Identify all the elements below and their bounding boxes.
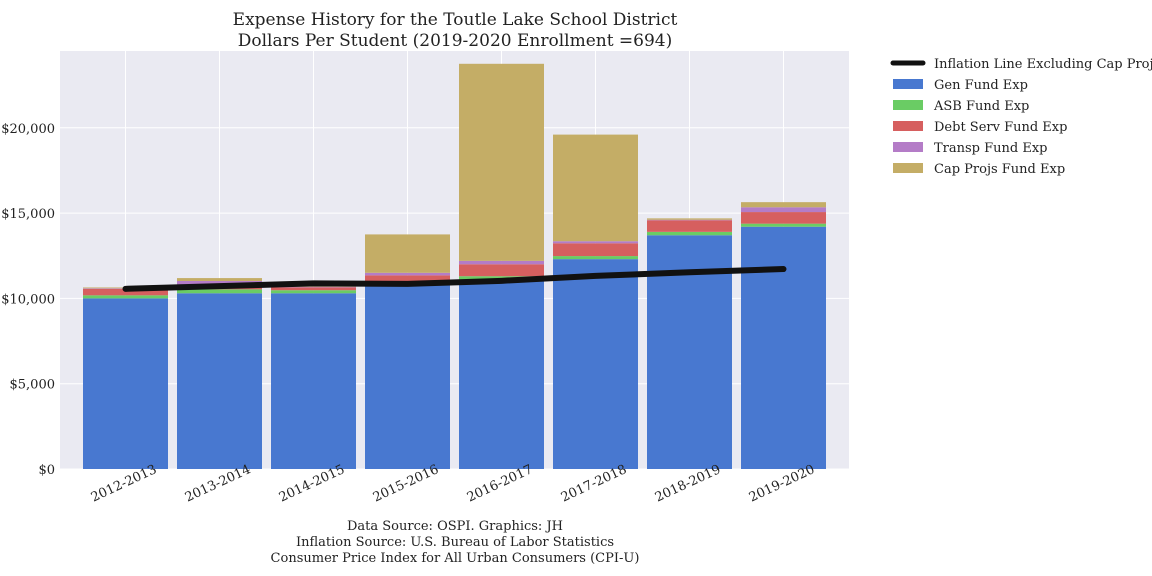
bar-gen-fund-exp-2014-2015 — [271, 293, 356, 469]
bar-cap-projs-fund-exp-2018-2019 — [647, 218, 732, 220]
bar-transp-fund-exp-2019-2020 — [741, 207, 826, 213]
legend-label-debt-serv-fund-exp: Debt Serv Fund Exp — [934, 120, 1067, 135]
legend-swatch-gen-fund-exp — [893, 79, 923, 89]
bar-cap-projs-fund-exp-2014-2015 — [271, 286, 356, 287]
bar-cap-projs-fund-exp-2017-2018 — [553, 134, 638, 242]
legend-label-inflation-line: Inflation Line Excluding Cap Projs — [934, 57, 1152, 72]
legend-swatch-asb-fund-exp — [893, 100, 923, 110]
bar-debt-serv-fund-exp-2019-2020 — [741, 212, 826, 224]
bar-cap-projs-fund-exp-2015-2016 — [365, 234, 450, 273]
bar-debt-serv-fund-exp-2018-2019 — [647, 220, 732, 232]
bars — [83, 63, 826, 469]
bar-cap-projs-fund-exp-2019-2020 — [741, 202, 826, 208]
bar-asb-fund-exp-2013-2014 — [177, 289, 262, 294]
y-tick-label: $5,000 — [10, 378, 56, 393]
y-tick-labels: $0 $5,000 $10,000 $15,000 $20,000 — [1, 122, 55, 478]
footer-line-2: Inflation Source: U.S. Bureau of Labor S… — [296, 535, 614, 550]
bar-transp-fund-exp-2017-2018 — [553, 241, 638, 244]
bar-transp-fund-exp-2018-2019 — [647, 219, 732, 221]
legend-swatch-cap-projs-fund-exp — [893, 163, 923, 173]
legend-label-cap-projs-fund-exp: Cap Projs Fund Exp — [934, 162, 1065, 177]
footer-line-1: Data Source: OSPI. Graphics: JH — [347, 519, 563, 534]
y-tick-label: $15,000 — [1, 207, 55, 222]
footer-line-3: Consumer Price Index for All Urban Consu… — [271, 551, 640, 566]
bar-debt-serv-fund-exp-2017-2018 — [553, 243, 638, 257]
bar-transp-fund-exp-2015-2016 — [365, 272, 450, 276]
legend-label-gen-fund-exp: Gen Fund Exp — [934, 78, 1028, 93]
bar-debt-serv-fund-exp-2012-2013 — [83, 288, 168, 296]
bar-gen-fund-exp-2012-2013 — [83, 298, 168, 469]
bar-gen-fund-exp-2016-2017 — [459, 279, 544, 469]
inflation-line — [122, 266, 787, 292]
bar-asb-fund-exp-2017-2018 — [553, 256, 638, 260]
bar-gen-fund-exp-2015-2016 — [365, 284, 450, 469]
y-tick-label: $20,000 — [1, 122, 55, 137]
y-tick-label: $0 — [38, 463, 55, 478]
bar-gen-fund-exp-2017-2018 — [553, 259, 638, 469]
bar-debt-serv-fund-exp-2014-2015 — [271, 287, 356, 291]
bar-cap-projs-fund-exp-2013-2014 — [177, 278, 262, 281]
bar-debt-serv-fund-exp-2015-2016 — [365, 275, 450, 282]
legend-swatch-debt-serv-fund-exp — [893, 121, 923, 131]
bar-gen-fund-exp-2019-2020 — [741, 226, 826, 469]
bar-asb-fund-exp-2012-2013 — [83, 295, 168, 299]
bar-transp-fund-exp-2016-2017 — [459, 260, 544, 265]
bar-asb-fund-exp-2018-2019 — [647, 231, 732, 236]
bar-cap-projs-fund-exp-2016-2017 — [459, 63, 544, 261]
chart-title: Expense History for the Toutle Lake Scho… — [233, 10, 678, 30]
bar-asb-fund-exp-2019-2020 — [741, 223, 826, 227]
bar-debt-serv-fund-exp-2016-2017 — [459, 264, 544, 277]
bar-gen-fund-exp-2013-2014 — [177, 293, 262, 469]
legend-swatch-transp-fund-exp — [893, 142, 923, 152]
legend-label-transp-fund-exp: Transp Fund Exp — [934, 141, 1048, 156]
legend: Inflation Line Excluding Cap Projs Gen Fu… — [890, 57, 1152, 177]
bar-transp-fund-exp-2014-2015 — [271, 286, 356, 288]
legend-label-asb-fund-exp: ASB Fund Exp — [933, 99, 1029, 114]
y-tick-label: $10,000 — [1, 292, 55, 307]
chart-subtitle: Dollars Per Student (2019-2020 Enrollmen… — [238, 31, 673, 51]
inflation-line-group — [122, 266, 787, 292]
bar-asb-fund-exp-2014-2015 — [271, 290, 356, 294]
